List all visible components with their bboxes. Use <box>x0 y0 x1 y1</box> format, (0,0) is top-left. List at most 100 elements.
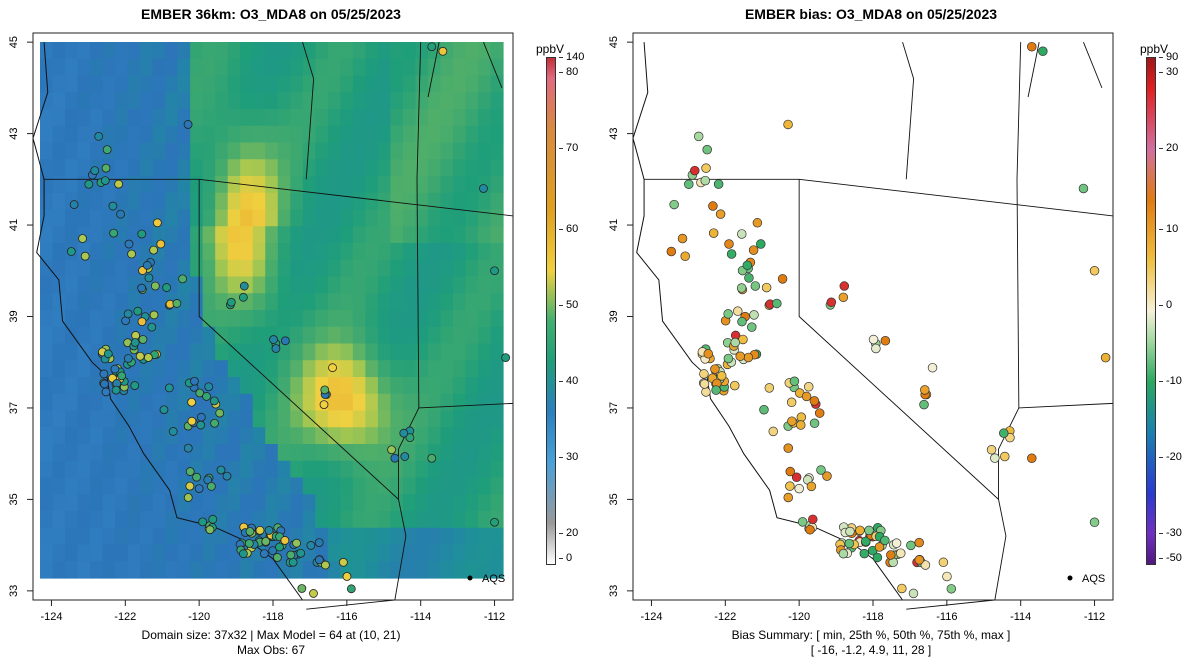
colorbar-tick-label: 80 <box>558 66 579 79</box>
observation-site <box>207 482 216 491</box>
bias-site <box>783 119 793 130</box>
observation-site <box>342 572 352 581</box>
bias-site <box>736 283 747 293</box>
left-footer-line1: Domain size: 37x32 | Max Model = 64 at (… <box>141 628 401 642</box>
observation-site <box>280 336 290 346</box>
observation-site <box>400 452 410 461</box>
bias-site <box>711 385 721 395</box>
observation-site <box>338 557 348 567</box>
colorbar-tick-label: 0 <box>1158 298 1173 311</box>
bias-site <box>1000 451 1010 462</box>
observation-site <box>195 388 205 398</box>
observation-site <box>144 273 154 283</box>
observation-site <box>66 247 76 256</box>
bias-site <box>942 571 952 582</box>
right-colorbar <box>1146 57 1156 565</box>
observation-site <box>198 517 208 527</box>
bias-site <box>927 362 938 373</box>
bias-site <box>761 282 772 293</box>
observation-site <box>142 260 152 270</box>
observation-site <box>178 274 187 284</box>
bias-site <box>990 453 1000 463</box>
y-tick-label: 37 <box>8 402 20 414</box>
bias-site <box>783 492 793 503</box>
observation-site <box>130 338 140 347</box>
observation-site <box>117 371 127 381</box>
bias-site <box>906 540 916 551</box>
x-tick-label: -112 <box>1084 611 1105 623</box>
observation-site <box>244 539 254 548</box>
y-axis: 33 35 37 39 41 43 45 <box>608 36 633 597</box>
observation-site <box>135 351 145 361</box>
observation-site <box>137 229 147 239</box>
observation-site <box>108 201 118 211</box>
bias-site <box>724 239 734 249</box>
bias-site <box>814 408 825 418</box>
observation-site <box>314 555 324 565</box>
observation-site <box>292 538 301 548</box>
plot-frame <box>632 32 1114 601</box>
bias-site <box>871 343 881 354</box>
observation-site <box>149 245 159 255</box>
y-tick-label: 37 <box>608 402 620 414</box>
bias-site <box>772 298 782 309</box>
bias-site <box>669 199 679 210</box>
y-tick-label: 35 <box>608 493 620 505</box>
bias-site <box>764 383 775 393</box>
observation-site <box>192 472 202 482</box>
observation-site <box>490 517 499 527</box>
colorbar-tick-label: 50 <box>558 298 579 311</box>
observation-site <box>162 283 172 292</box>
state-coastline-outline <box>32 41 514 610</box>
observation-site <box>100 379 109 389</box>
observation-site <box>245 527 255 536</box>
observation-site <box>309 589 318 598</box>
observation-site <box>286 550 296 560</box>
x-tick-label: -122 <box>714 611 736 623</box>
observation-site <box>90 166 100 175</box>
observation-site <box>133 306 143 316</box>
bias-site <box>938 557 949 568</box>
bias-site <box>785 466 795 477</box>
observation-site <box>80 251 90 261</box>
bias-site <box>723 309 733 319</box>
bias-site <box>914 555 925 565</box>
bias-site <box>785 481 795 491</box>
left-colorbar-unit: ppbV <box>536 42 565 56</box>
observation-site <box>319 400 329 410</box>
observation-site <box>116 209 125 219</box>
bias-site <box>716 371 727 381</box>
bias-site <box>789 376 800 387</box>
bias-site <box>744 273 754 283</box>
bias-site <box>787 416 797 426</box>
bias-site <box>777 274 788 284</box>
left-colorbar <box>546 57 556 565</box>
bias-site <box>756 239 766 249</box>
bias-site <box>749 310 759 320</box>
bias-site <box>750 281 761 291</box>
observation-site <box>168 427 178 436</box>
bias-site <box>796 420 806 430</box>
bias-site <box>742 260 753 271</box>
bias-site <box>886 550 896 560</box>
observation-site <box>190 376 199 386</box>
x-tick-label: -116 <box>936 611 957 623</box>
y-axis: 33 35 37 39 41 43 45 <box>8 36 33 597</box>
x-axis: -124 -122 -120 -118 -116 -114 -112 <box>640 600 1105 623</box>
observation-site <box>490 266 499 276</box>
observation-site <box>138 335 148 344</box>
colorbar-tick-label: -30 <box>1159 526 1182 539</box>
x-tick-label: -118 <box>262 611 283 623</box>
observation-site <box>99 369 109 379</box>
y-tick-label: 45 <box>8 36 20 48</box>
bias-site <box>768 426 778 437</box>
left-footer-line2: Max Obs: 67 <box>236 643 306 657</box>
colorbar-tick-label: 30 <box>1158 66 1179 79</box>
observation-site <box>204 382 214 392</box>
observation-site <box>159 405 169 415</box>
bias-site <box>702 144 712 155</box>
x-tick-label: -114 <box>1010 611 1031 623</box>
colorbar-tick-label: 0 <box>558 551 573 564</box>
bias-site <box>743 352 754 363</box>
bias-site <box>730 337 740 348</box>
